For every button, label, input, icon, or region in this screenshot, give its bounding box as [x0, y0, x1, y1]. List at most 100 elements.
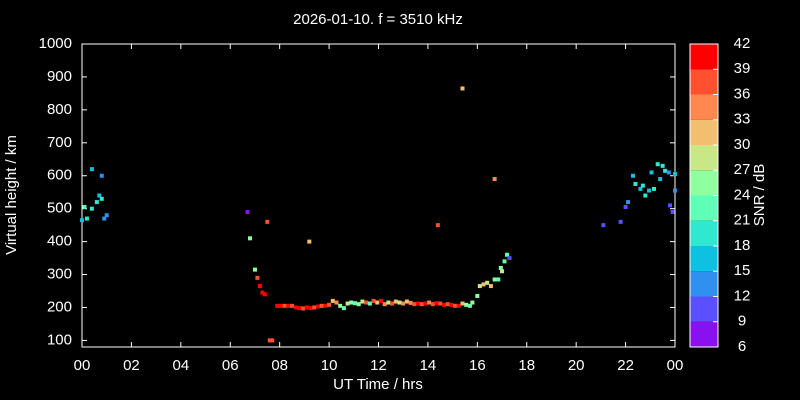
data-point [104, 213, 109, 218]
data-point [282, 303, 287, 308]
data-point [408, 300, 413, 305]
colorbar-tick-label: 36 [734, 85, 751, 102]
data-point [651, 186, 656, 191]
data-point [498, 265, 503, 270]
data-point [434, 301, 439, 306]
data-point [492, 277, 497, 282]
data-point [397, 300, 402, 305]
data-point [660, 163, 665, 168]
colorbar-band [690, 94, 718, 120]
colorbar-band [690, 296, 718, 322]
colorbar-tick-label: 21 [734, 212, 751, 229]
colorbar-band [690, 69, 718, 95]
colorbar-tick-label: 39 [734, 60, 751, 77]
x-tick-label: 12 [370, 357, 387, 374]
data-point [485, 280, 490, 285]
data-point [80, 218, 84, 223]
data-point [393, 299, 398, 304]
y-tick-label: 800 [47, 101, 72, 118]
data-point [453, 303, 458, 308]
y-tick-label: 1000 [39, 35, 72, 52]
data-point [673, 172, 677, 177]
data-point [260, 290, 265, 295]
data-point [252, 267, 257, 272]
y-tick-label: 400 [47, 233, 72, 250]
data-point [668, 203, 673, 208]
data-point [401, 301, 406, 306]
data-point [267, 338, 272, 343]
x-tick-label: 10 [321, 357, 338, 374]
data-point [356, 302, 361, 307]
data-point [666, 170, 671, 175]
data-point [308, 306, 313, 311]
colorbar-tick-label: 9 [738, 313, 746, 330]
colorbar-tick-label: 18 [734, 237, 751, 254]
data-point [618, 219, 623, 224]
data-point [481, 282, 486, 287]
data-point [341, 306, 346, 311]
data-point [430, 302, 435, 307]
colorbar-band [690, 119, 718, 145]
x-tick-label: 02 [123, 357, 140, 374]
y-tick-label: 100 [47, 331, 72, 348]
data-point [315, 304, 320, 309]
data-point [386, 300, 391, 305]
data-point [390, 301, 395, 306]
data-point [275, 303, 280, 308]
colorbar-band [690, 145, 718, 171]
colorbar-band [690, 321, 718, 347]
data-point [293, 305, 298, 310]
data-point [262, 292, 267, 297]
data-point [423, 301, 428, 306]
x-tick-label: 00 [74, 357, 91, 374]
data-point [460, 301, 465, 306]
colorbar-tick-label: 24 [734, 186, 751, 203]
data-point [353, 301, 358, 306]
data-point [248, 236, 253, 241]
colorbar-tick-label: 15 [734, 262, 751, 279]
colorbar-tick-label: 30 [734, 136, 751, 153]
data-point [89, 167, 94, 172]
data-point [460, 86, 465, 91]
data-point [507, 256, 512, 261]
y-tick-label: 200 [47, 298, 72, 315]
chart-title: 2026-01-10. f = 3510 kHz [293, 11, 463, 28]
x-tick-label: 00 [667, 357, 684, 374]
data-point [475, 293, 480, 298]
y-tick-label: 700 [47, 134, 72, 151]
data-point [99, 196, 104, 201]
colorbar-tick-label: 12 [734, 287, 751, 304]
data-point [378, 298, 383, 303]
data-point [633, 181, 638, 186]
colorbar-tick-label: 33 [734, 111, 751, 128]
data-point [492, 177, 497, 182]
data-point [94, 200, 99, 205]
data-point [301, 306, 306, 311]
data-point [297, 306, 302, 311]
colorbar-label: SNR / dB [751, 164, 768, 227]
data-point [640, 183, 645, 188]
x-tick-label: 14 [420, 357, 437, 374]
data-point [456, 303, 461, 308]
data-point [477, 284, 482, 289]
data-point [630, 173, 635, 178]
data-point [382, 302, 387, 307]
data-point [647, 188, 652, 193]
data-point [663, 168, 668, 173]
colorbar-tick-label: 42 [734, 35, 751, 52]
data-point [427, 300, 432, 305]
data-point [504, 252, 509, 257]
data-point [304, 305, 309, 310]
colorbar-band [690, 195, 718, 221]
colorbar-tick-label: 6 [738, 338, 746, 355]
colorbar-band [690, 246, 718, 272]
data-point [307, 239, 312, 244]
y-tick-label: 600 [47, 167, 72, 184]
data-point [102, 216, 107, 221]
data-point [601, 223, 606, 228]
data-point [265, 219, 270, 224]
data-point [312, 305, 317, 310]
x-axis-label: UT Time / hrs [333, 376, 423, 393]
data-point [673, 188, 677, 193]
